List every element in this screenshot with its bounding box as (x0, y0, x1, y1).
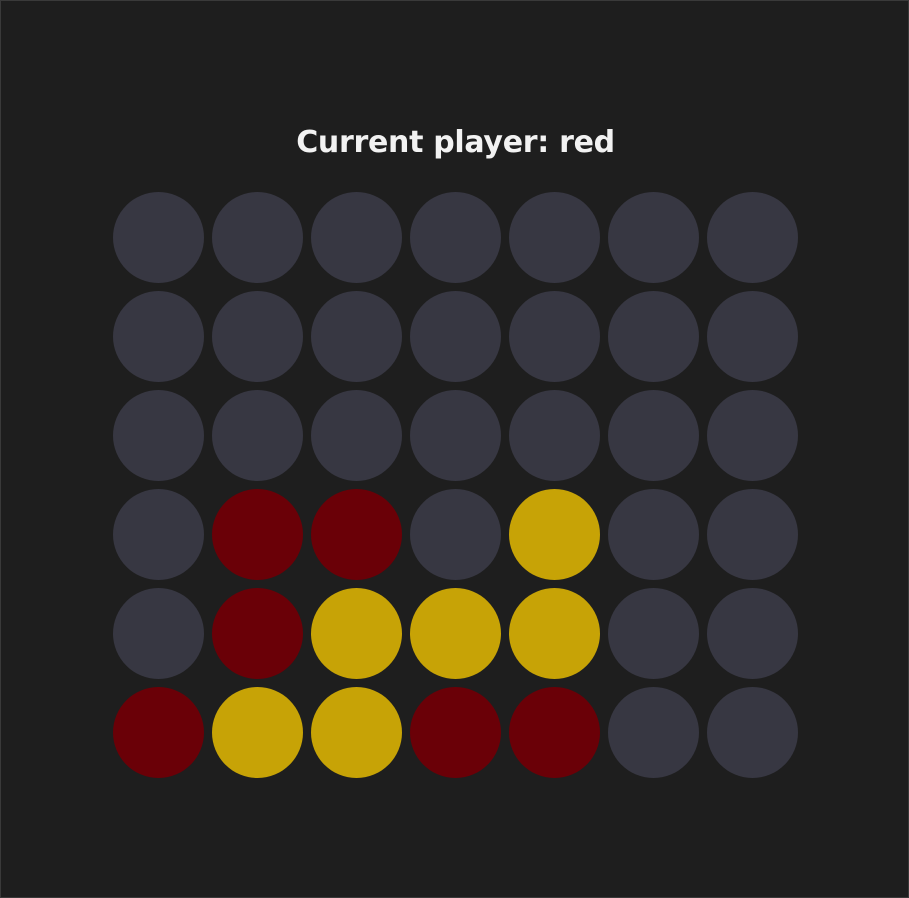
board-cell[interactable] (703, 683, 802, 782)
board-cell[interactable] (703, 188, 802, 287)
game-board (109, 188, 802, 782)
yellow-disc (509, 489, 600, 580)
board-cell[interactable] (208, 386, 307, 485)
board-cell[interactable] (505, 683, 604, 782)
empty-slot (311, 192, 402, 283)
empty-slot (113, 192, 204, 283)
empty-slot (608, 291, 699, 382)
empty-slot (410, 390, 501, 481)
board-cell[interactable] (208, 584, 307, 683)
yellow-disc (311, 588, 402, 679)
board-cell[interactable] (604, 584, 703, 683)
red-disc (212, 588, 303, 679)
board-cell[interactable] (109, 683, 208, 782)
empty-slot (113, 588, 204, 679)
board-cell[interactable] (505, 188, 604, 287)
board-cell[interactable] (703, 584, 802, 683)
current-player-status: Current player: red (296, 125, 615, 160)
board-cell[interactable] (109, 287, 208, 386)
red-disc (113, 687, 204, 778)
empty-slot (707, 489, 798, 580)
board-cell[interactable] (604, 683, 703, 782)
board-cell[interactable] (208, 188, 307, 287)
yellow-disc (212, 687, 303, 778)
board-cell[interactable] (505, 584, 604, 683)
red-disc (212, 489, 303, 580)
board-cell[interactable] (307, 584, 406, 683)
yellow-disc (311, 687, 402, 778)
empty-slot (509, 291, 600, 382)
board-cell[interactable] (406, 584, 505, 683)
yellow-disc (509, 588, 600, 679)
board-cell[interactable] (505, 287, 604, 386)
board-cell[interactable] (406, 188, 505, 287)
board-cell[interactable] (109, 584, 208, 683)
board-cell[interactable] (505, 485, 604, 584)
empty-slot (707, 588, 798, 679)
board-cell[interactable] (109, 386, 208, 485)
board-cell[interactable] (604, 485, 703, 584)
board-cell[interactable] (307, 386, 406, 485)
empty-slot (212, 390, 303, 481)
empty-slot (608, 588, 699, 679)
red-disc (509, 687, 600, 778)
empty-slot (707, 687, 798, 778)
board-cell[interactable] (208, 287, 307, 386)
board-cell[interactable] (406, 386, 505, 485)
board-cell[interactable] (604, 386, 703, 485)
empty-slot (113, 390, 204, 481)
board-cell[interactable] (109, 188, 208, 287)
empty-slot (410, 192, 501, 283)
board-cell[interactable] (307, 188, 406, 287)
board-cell[interactable] (109, 485, 208, 584)
empty-slot (608, 192, 699, 283)
empty-slot (509, 192, 600, 283)
board-cell[interactable] (703, 485, 802, 584)
board-cell[interactable] (604, 188, 703, 287)
empty-slot (707, 390, 798, 481)
empty-slot (410, 489, 501, 580)
board-cell[interactable] (703, 386, 802, 485)
red-disc (410, 687, 501, 778)
empty-slot (608, 390, 699, 481)
empty-slot (311, 291, 402, 382)
empty-slot (707, 291, 798, 382)
board-cell[interactable] (307, 485, 406, 584)
empty-slot (509, 390, 600, 481)
board-cell[interactable] (604, 287, 703, 386)
board-cell[interactable] (406, 287, 505, 386)
empty-slot (608, 687, 699, 778)
board-cell[interactable] (703, 287, 802, 386)
red-disc (311, 489, 402, 580)
empty-slot (113, 489, 204, 580)
empty-slot (707, 192, 798, 283)
empty-slot (608, 489, 699, 580)
empty-slot (212, 291, 303, 382)
empty-slot (212, 192, 303, 283)
yellow-disc (410, 588, 501, 679)
board-cell[interactable] (505, 386, 604, 485)
empty-slot (311, 390, 402, 481)
empty-slot (113, 291, 204, 382)
board-cell[interactable] (208, 485, 307, 584)
empty-slot (410, 291, 501, 382)
board-cell[interactable] (307, 683, 406, 782)
board-cell[interactable] (307, 287, 406, 386)
board-cell[interactable] (208, 683, 307, 782)
board-cell[interactable] (406, 683, 505, 782)
board-cell[interactable] (406, 485, 505, 584)
